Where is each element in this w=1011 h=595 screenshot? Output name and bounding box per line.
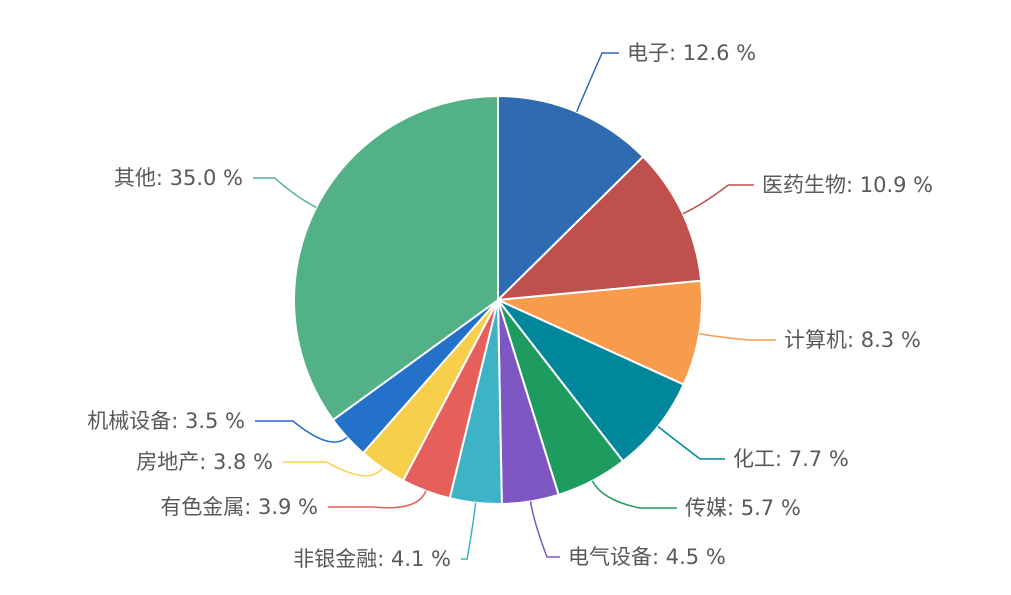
leader-line (283, 461, 383, 477)
pie-slice (293, 94, 499, 422)
pie-slice (494, 279, 703, 386)
leader-line (253, 177, 317, 209)
slice-label: 传媒: 5.7 % (685, 496, 801, 520)
slice-label: 非银金融: 4.1 % (293, 547, 451, 571)
leader-line (255, 420, 348, 443)
leader-line (461, 502, 477, 560)
leader-line (699, 333, 776, 341)
slice-label: 房地产: 3.8 % (136, 450, 273, 474)
slice-label: 医药生物: 10.9 % (762, 173, 933, 197)
labels-layer: 电子: 12.6 % 医药生物: 10.9 % 计算机: 8.3 % 化工: 7.7 … (87, 41, 933, 571)
leader-line (529, 501, 560, 558)
leader-line (682, 184, 754, 215)
slice-label: 有色金属: 3.9 % (160, 495, 318, 519)
pie-slice (497, 299, 685, 463)
leader-line (591, 480, 677, 509)
slice-label: 电子: 12.6 % (627, 41, 756, 65)
leader-lines-layer (253, 52, 776, 560)
pie-slice (495, 155, 703, 302)
slice-label: 电气设备: 4.5 % (568, 545, 726, 569)
slice-label: 其他: 35.0 % (114, 166, 243, 190)
slice-label: 计算机: 8.3 % (784, 328, 921, 352)
leader-line (576, 52, 619, 113)
slice-label: 化工: 7.7 % (733, 447, 849, 471)
slice-label: 机械设备: 3.5 % (87, 409, 245, 433)
leader-line (657, 425, 725, 460)
slices-layer (293, 94, 703, 505)
leader-line (328, 490, 427, 509)
